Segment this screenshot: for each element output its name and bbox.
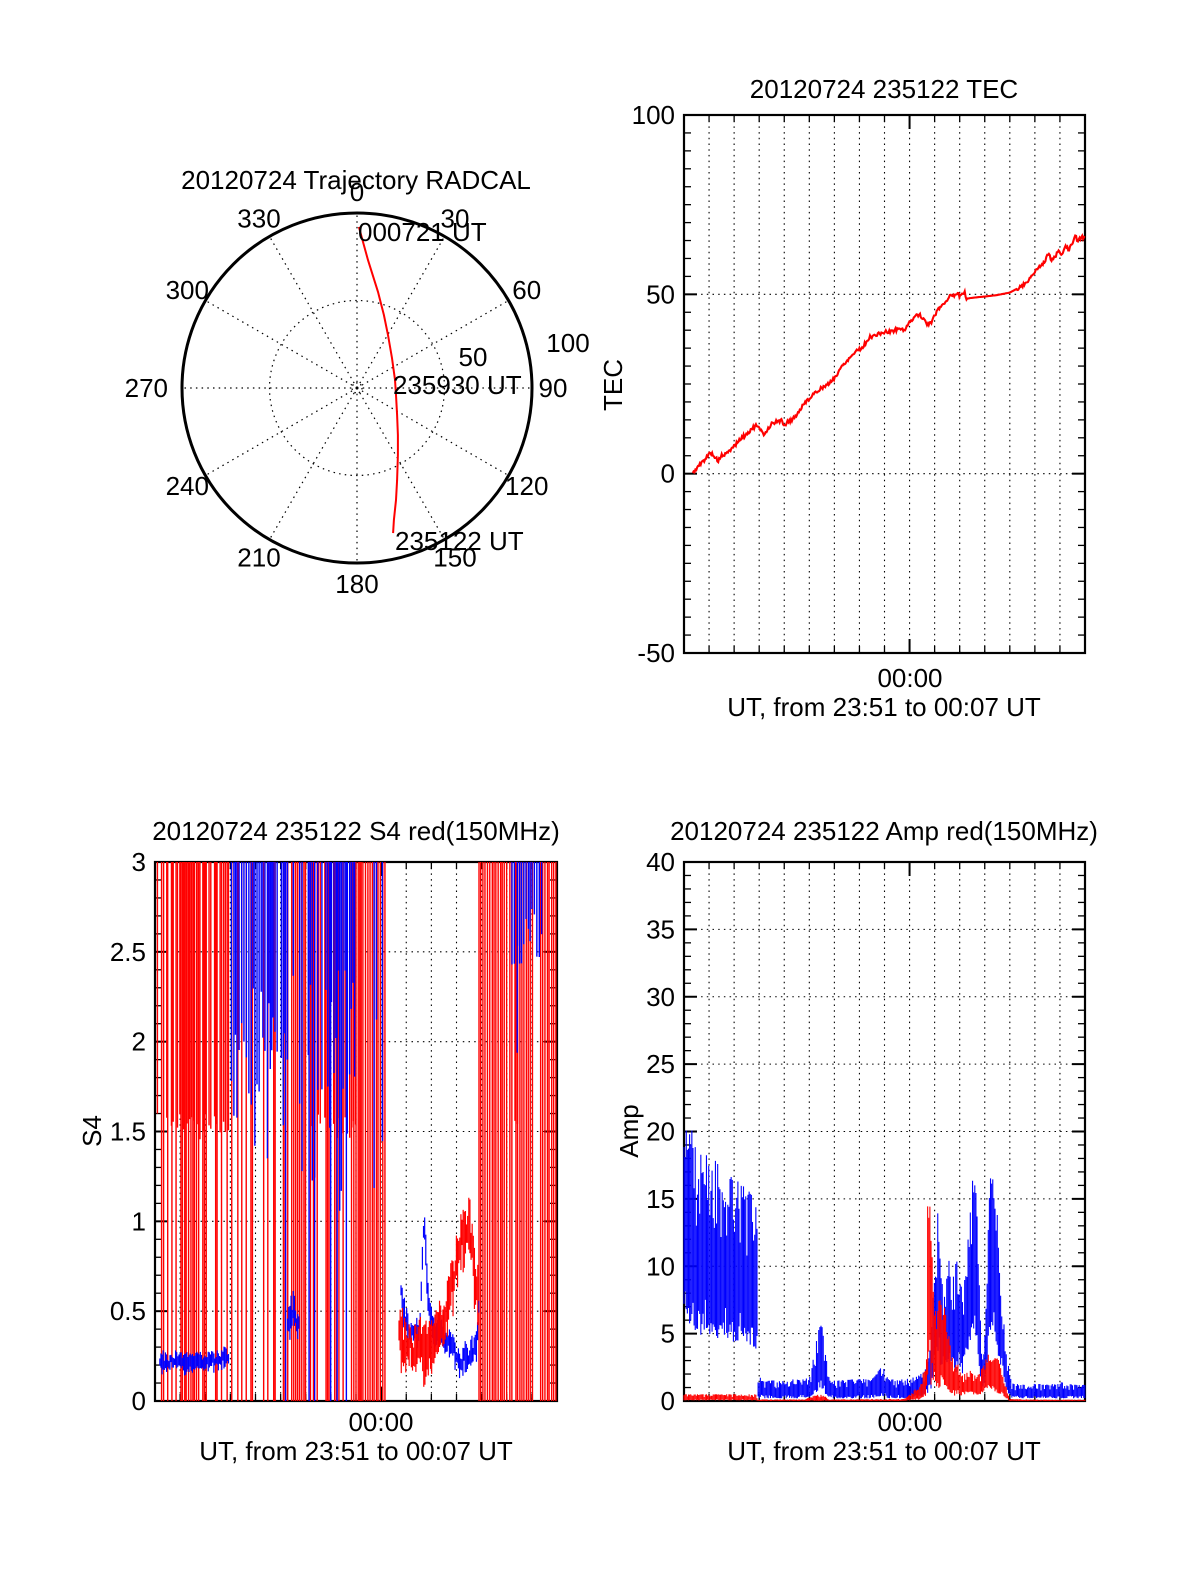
y-tick-label: 15 bbox=[646, 1184, 675, 1214]
y-tick-label: 0 bbox=[661, 459, 675, 489]
amp-title: 20120724 235122 Amp red(150MHz) bbox=[670, 816, 1098, 846]
y-tick-label: 35 bbox=[646, 914, 675, 944]
y-tick-label: 1 bbox=[132, 1206, 146, 1236]
s4-x-tick-label: 00:00 bbox=[348, 1407, 414, 1437]
y-tick-label: 20 bbox=[646, 1117, 675, 1147]
amp-plot: 0 5 10 15 20 25 30 35 40 bbox=[646, 847, 1087, 1416]
s4-y-axis-label: S4 bbox=[77, 1115, 107, 1147]
azimuth-tick-label: 120 bbox=[505, 471, 548, 501]
tec-x-tick-label: 00:00 bbox=[877, 663, 943, 693]
amp-y-axis-label: Amp bbox=[614, 1104, 644, 1158]
s4-plot: 0 0.5 1 1.5 2 2.5 3 bbox=[110, 847, 559, 1416]
trajectory-annotation-mid: 235930 UT bbox=[393, 370, 522, 400]
y-tick-label: 5 bbox=[661, 1319, 675, 1349]
amp-x-axis-label: UT, from 23:51 to 00:07 UT bbox=[727, 1436, 1041, 1466]
y-tick-label: 40 bbox=[646, 847, 675, 877]
y-tick-label: 10 bbox=[646, 1251, 675, 1281]
trajectory-polar-plot: 0 30 60 90 120 150 180 210 240 270 300 330 50 100 bbox=[125, 177, 590, 599]
azimuth-tick-label: 270 bbox=[125, 373, 168, 403]
azimuth-tick-label: 240 bbox=[166, 471, 209, 501]
tec-series-line bbox=[691, 232, 1086, 475]
azimuth-tick-label: 30 bbox=[441, 203, 470, 233]
y-tick-label: 3 bbox=[132, 847, 146, 877]
trajectory-annotation-start: 235122 UT bbox=[395, 526, 524, 556]
y-tick-label: 0.5 bbox=[110, 1296, 146, 1326]
azimuth-tick-label: 300 bbox=[166, 275, 209, 305]
y-tick-label: -50 bbox=[637, 638, 675, 668]
trajectory-line bbox=[357, 226, 399, 534]
azimuth-tick-label: 180 bbox=[335, 569, 378, 599]
y-tick-label: 30 bbox=[646, 982, 675, 1012]
azimuth-tick-label: 150 bbox=[433, 543, 476, 573]
azimuth-tick-label: 0 bbox=[350, 177, 364, 207]
tec-title: 20120724 235122 TEC bbox=[749, 74, 1019, 104]
y-tick-label: 2 bbox=[132, 1027, 146, 1057]
radial-tick-label: 100 bbox=[546, 328, 589, 358]
radial-tick-label: 50 bbox=[459, 342, 488, 372]
amp-x-tick-label: 00:00 bbox=[877, 1407, 943, 1437]
s4-title: 20120724 235122 S4 red(150MHz) bbox=[152, 816, 560, 846]
trajectory-annotation-end: 000721 UT bbox=[358, 217, 487, 247]
y-tick-label: 25 bbox=[646, 1049, 675, 1079]
tec-x-axis-label: UT, from 23:51 to 00:07 UT bbox=[727, 692, 1041, 722]
y-tick-label: 1.5 bbox=[110, 1117, 146, 1147]
y-tick-label: 2.5 bbox=[110, 937, 146, 967]
azimuth-tick-label: 210 bbox=[237, 543, 280, 573]
y-tick-label: 0 bbox=[132, 1386, 146, 1416]
tec-y-axis-label: TEC bbox=[598, 359, 628, 411]
azimuth-tick-label: 90 bbox=[539, 373, 568, 403]
trajectory-title: 20120724 Trajectory RADCAL bbox=[181, 165, 531, 195]
y-tick-label: 100 bbox=[632, 100, 675, 130]
y-tick-label: 0 bbox=[661, 1386, 675, 1416]
azimuth-tick-label: 60 bbox=[512, 275, 541, 305]
s4-x-axis-label: UT, from 23:51 to 00:07 UT bbox=[199, 1436, 513, 1466]
y-tick-label: 50 bbox=[646, 279, 675, 309]
azimuth-tick-label: 330 bbox=[237, 203, 280, 233]
tec-plot: -50 0 50 100 bbox=[632, 100, 1087, 668]
